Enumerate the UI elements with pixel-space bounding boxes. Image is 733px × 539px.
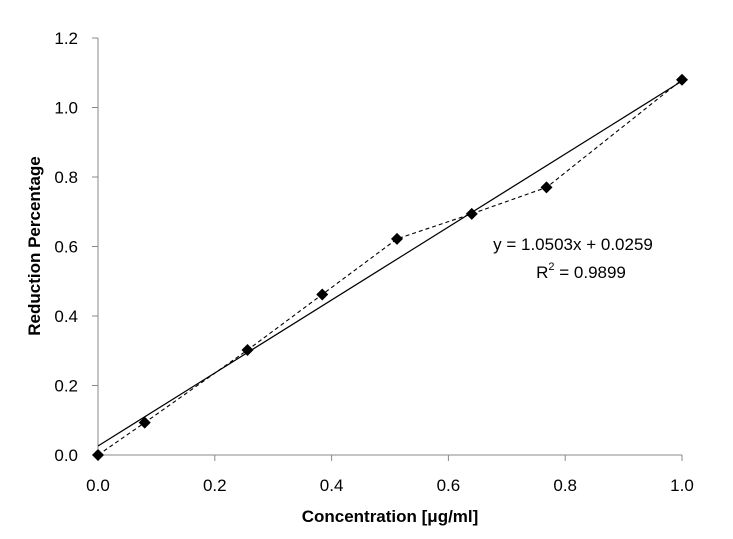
x-tick-label: 0.8 [553, 476, 577, 495]
r-squared-r: R [536, 263, 548, 282]
y-tick-label: 0.8 [54, 168, 78, 187]
y-tick-label: 1.0 [54, 99, 78, 118]
trendline [97, 80, 683, 447]
y-tick-label: 0.2 [54, 377, 78, 396]
r-squared-superscript: 2 [548, 261, 554, 273]
data-point [92, 449, 104, 461]
data-point [676, 73, 688, 86]
x-tick-label: 0.4 [320, 476, 344, 495]
data-point [540, 181, 553, 194]
x-ticks: 0.0 0.2 0.4 0.6 0.8 1.0 [86, 455, 694, 495]
y-axis-title: Reduction Percentage [25, 156, 44, 336]
axes: 0.0 0.2 0.4 0.6 0.8 1.0 0.0 0.2 0.4 0.6 0.8 1.0 1.2 [54, 29, 693, 495]
r-squared-value: = 0.9899 [555, 263, 626, 282]
y-tick-label: 0.4 [54, 307, 78, 326]
x-tick-label: 1.0 [670, 476, 694, 495]
y-tick-label: 0.0 [54, 446, 78, 465]
trendline-equation: y = 1.0503x + 0.0259 [493, 235, 653, 254]
r-squared-label: R2 = 0.9899 [536, 261, 626, 282]
series-dashed-line [97, 79, 683, 456]
data-points [92, 73, 688, 461]
x-axis-title: Concentration [μg/ml] [302, 507, 479, 526]
data-point [241, 344, 254, 357]
data-point [391, 232, 404, 245]
x-tick-label: 0.2 [203, 476, 227, 495]
y-tick-label: 0.6 [54, 238, 78, 257]
y-ticks: 0.0 0.2 0.4 0.6 0.8 1.0 1.2 [54, 29, 98, 465]
x-tick-label: 0.0 [86, 476, 110, 495]
x-tick-label: 0.6 [437, 476, 461, 495]
y-tick-label: 1.2 [54, 29, 78, 48]
data-point [465, 207, 478, 220]
data-point [138, 416, 151, 429]
series-lines [97, 79, 683, 456]
data-point [316, 288, 329, 301]
